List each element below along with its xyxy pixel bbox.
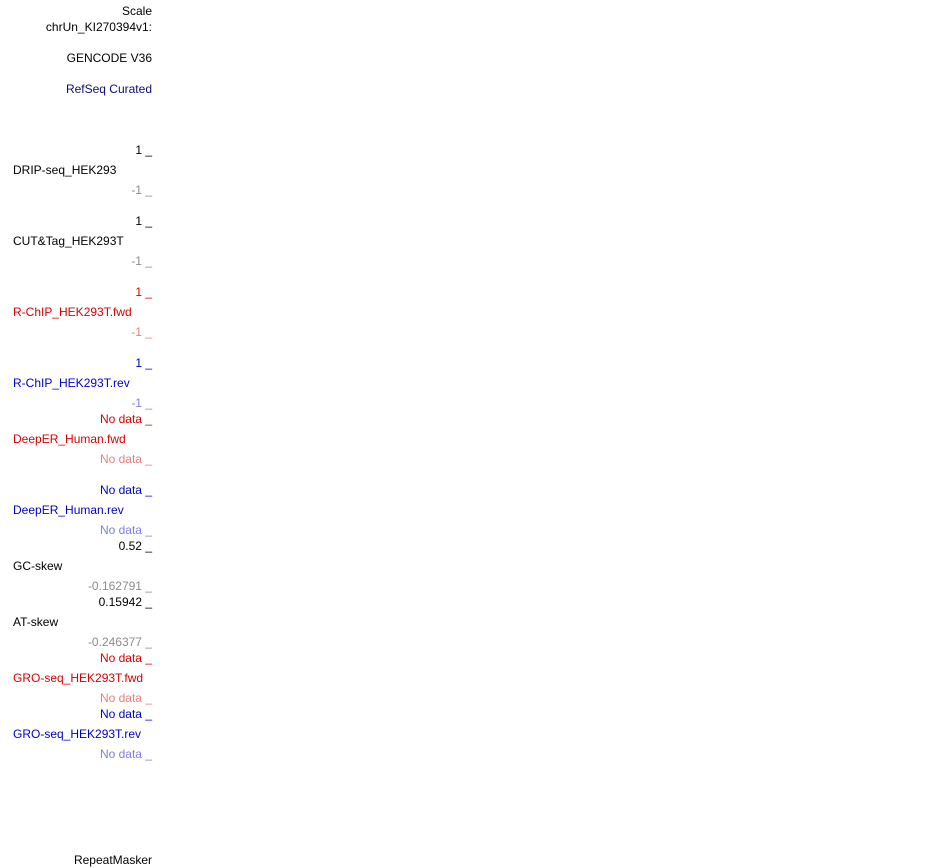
gc-skew-min-value: -0.162791 _ [87,579,152,593]
track-label-rchip-rev[interactable]: R-ChIP_HEK293T.rev [13,376,130,390]
track-label-refseq[interactable]: RefSeq Curated [65,82,152,96]
track-label-cuttag[interactable]: CUT&Tag_HEK293T [13,234,124,248]
track-label-repeatmasker[interactable]: RepeatMasker [73,853,152,867]
at-skew-min-value: -0.246377 _ [87,635,152,649]
gc-skew-max-value: 0.52 _ [118,539,152,553]
deeper-rev-max-value: No data _ [99,483,152,497]
scale-label: Scale [121,4,152,18]
deeper-fwd-max-value: No data _ [99,412,152,426]
chrom-label: chrUn_KI270394v1: [45,20,152,34]
rchip-rev-max-value: 1 _ [135,356,152,370]
track-label-deeper-fwd[interactable]: DeepER_Human.fwd [13,432,126,446]
groseq-fwd-min-value: No data _ [99,691,152,705]
groseq-rev-max-value: No data _ [99,707,152,721]
deeper-fwd-min-value: No data _ [99,452,152,466]
deeper-rev-min-value: No data _ [99,523,152,537]
groseq-rev-min-value: No data _ [99,747,152,761]
track-label-groseq-fwd[interactable]: GRO-seq_HEK293T.fwd [13,671,144,685]
groseq-fwd-max-value: No data _ [99,651,152,665]
track-label-groseq-rev[interactable]: GRO-seq_HEK293T.rev [13,727,142,741]
track-label-gc-skew[interactable]: GC-skew [13,559,63,573]
drip-min-value: -1 _ [131,183,152,197]
track-label-gencode[interactable]: GENCODE V36 [66,51,152,65]
cuttag-min-value: -1 _ [131,254,152,268]
track-label-at-skew[interactable]: AT-skew [13,615,59,629]
rchip-fwd-max-value: 1 _ [135,285,152,299]
drip-max-value: 1 _ [135,143,152,157]
cuttag-max-value: 1 _ [135,214,152,228]
track-label-rchip-fwd[interactable]: R-ChIP_HEK293T.fwd [13,305,132,319]
track-label-deeper-rev[interactable]: DeepER_Human.rev [13,503,124,517]
rchip-fwd-min-value: -1 _ [131,325,152,339]
rchip-rev-min-value: -1 _ [131,396,152,410]
at-skew-max-value: 0.15942 _ [98,595,152,609]
track-label-drip[interactable]: DRIP-seq_HEK293 [13,163,117,177]
